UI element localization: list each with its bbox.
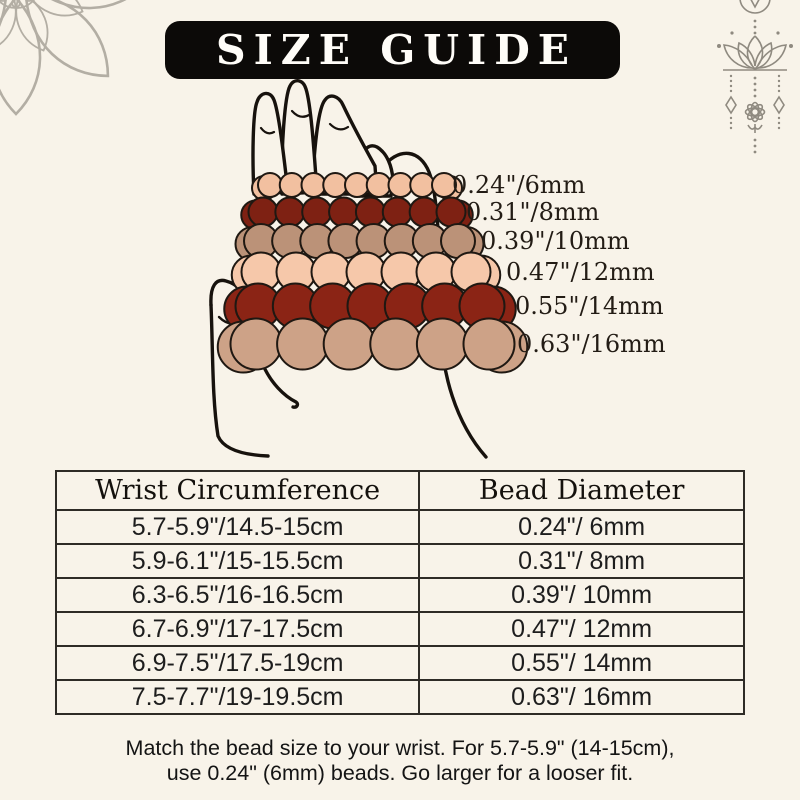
page-title: SIZE GUIDE xyxy=(216,26,577,74)
bead-diameter-cell: 0.39"/ 10mm xyxy=(418,577,745,613)
bead-diameter-cell: 0.47"/ 12mm xyxy=(418,611,745,647)
bead-size-label: 0.31"/8mm xyxy=(466,198,600,226)
bead xyxy=(408,196,440,228)
size-guide-banner: SIZE GUIDE xyxy=(165,21,620,79)
bead-diameter-cell: 0.55"/ 14mm xyxy=(418,645,745,681)
table-row: 6.9-7.5"/17.5-19cm 0.55"/ 14mm xyxy=(54,645,745,681)
bead xyxy=(276,317,330,371)
bead xyxy=(354,196,386,228)
bead xyxy=(322,172,349,198)
wrist-circumference-cell: 5.9-6.1"/15-15.5cm xyxy=(54,543,421,579)
column-header: Wrist Circumference xyxy=(54,470,421,511)
bead-size-label: 0.55"/14mm xyxy=(515,292,664,320)
bead xyxy=(274,196,306,228)
bead-diameter-cell: 0.63"/ 16mm xyxy=(418,679,745,715)
bead xyxy=(462,317,516,371)
bead-strand-12mm xyxy=(230,251,502,296)
bead xyxy=(229,317,283,371)
bead xyxy=(431,172,457,198)
bead xyxy=(328,196,360,228)
column-header: Bead Diameter xyxy=(418,470,745,511)
bead-strand-6mm xyxy=(251,172,463,201)
bead xyxy=(278,172,305,198)
wrist-circumference-cell: 5.7-5.9"/14.5-15cm xyxy=(54,509,421,545)
table-header-row: Wrist Circumference Bead Diameter xyxy=(54,470,745,511)
bead-size-label: 0.63"/16mm xyxy=(517,330,666,358)
bead xyxy=(301,196,333,228)
bead xyxy=(415,317,469,371)
table-row: 7.5-7.7"/19-19.5cm 0.63"/ 16mm xyxy=(54,679,745,715)
bead-diameter-cell: 0.24"/ 6mm xyxy=(418,509,745,545)
bead xyxy=(369,317,423,371)
bead-diameter-cell: 0.31"/ 8mm xyxy=(418,543,745,579)
bead xyxy=(300,172,327,198)
table-row: 5.7-5.9"/14.5-15cm 0.24"/ 6mm xyxy=(54,509,745,545)
fit-advice-note: Match the bead size to your wrist. For 5… xyxy=(0,736,800,786)
bead xyxy=(435,196,467,228)
fit-advice-line2: use 0.24" (6mm) beads. Go larger for a l… xyxy=(166,761,634,785)
wrist-circumference-cell: 7.5-7.7"/19-19.5cm xyxy=(54,679,421,715)
bead xyxy=(322,317,376,371)
bead xyxy=(247,196,279,228)
bead xyxy=(381,196,413,228)
wrist-circumference-cell: 6.9-7.5"/17.5-19cm xyxy=(54,645,421,681)
bead-strand-8mm xyxy=(240,196,474,231)
bead xyxy=(409,172,436,198)
bead xyxy=(257,172,283,198)
bead xyxy=(365,172,392,198)
bead-strand-14mm xyxy=(223,282,517,333)
table-row: 6.3-6.5"/16-16.5cm 0.39"/ 10mm xyxy=(54,577,745,613)
bead xyxy=(387,172,414,198)
fit-advice-line1: Match the bead size to your wrist. For 5… xyxy=(125,736,675,760)
table-row: 6.7-6.9"/17-17.5cm 0.47"/ 12mm xyxy=(54,611,745,647)
bead xyxy=(344,172,370,198)
wrist-circumference-cell: 6.7-6.9"/17-17.5cm xyxy=(54,611,421,647)
bead-strand-16mm xyxy=(216,317,529,374)
size-table: Wrist Circumference Bead Diameter 5.7-5.9… xyxy=(54,470,745,715)
bead-size-label: 0.47"/12mm xyxy=(506,258,655,286)
bead-size-label: 0.39"/10mm xyxy=(481,227,630,255)
table-row: 5.9-6.1"/15-15.5cm 0.31"/ 8mm xyxy=(54,543,745,579)
wrist-circumference-cell: 6.3-6.5"/16-16.5cm xyxy=(54,577,421,613)
bead-size-label: 0.24"/6mm xyxy=(452,171,586,199)
